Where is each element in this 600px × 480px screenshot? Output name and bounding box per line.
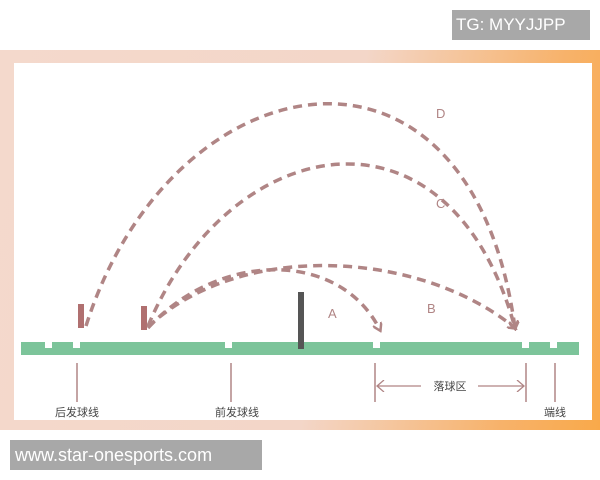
line-markers: [76, 363, 556, 402]
end-line-label: 端线: [544, 405, 566, 419]
trajectory-a: [146, 268, 380, 330]
trajectory-label-a: A: [328, 306, 337, 321]
player-back: [78, 304, 84, 328]
trajectory-c: [146, 162, 515, 328]
trajectory-label-c: C: [436, 196, 445, 211]
net: [298, 292, 304, 349]
watermark-top: TG: MYYJJPP: [452, 10, 590, 40]
trajectory-b: [146, 263, 515, 328]
landing-zone-label: 落球区: [434, 379, 467, 393]
trajectory-label-b: B: [427, 301, 436, 316]
front-service-line-label: 前发球线: [215, 405, 259, 419]
player-front: [141, 306, 147, 330]
trajectory-label-d: D: [436, 106, 445, 121]
diagram-panel: [14, 63, 592, 420]
watermark-bottom: www.star-onesports.com: [10, 440, 262, 470]
back-service-line-label: 后发球线: [55, 405, 99, 419]
court-line-notches: [45, 342, 557, 348]
trajectory-d: [84, 102, 515, 328]
